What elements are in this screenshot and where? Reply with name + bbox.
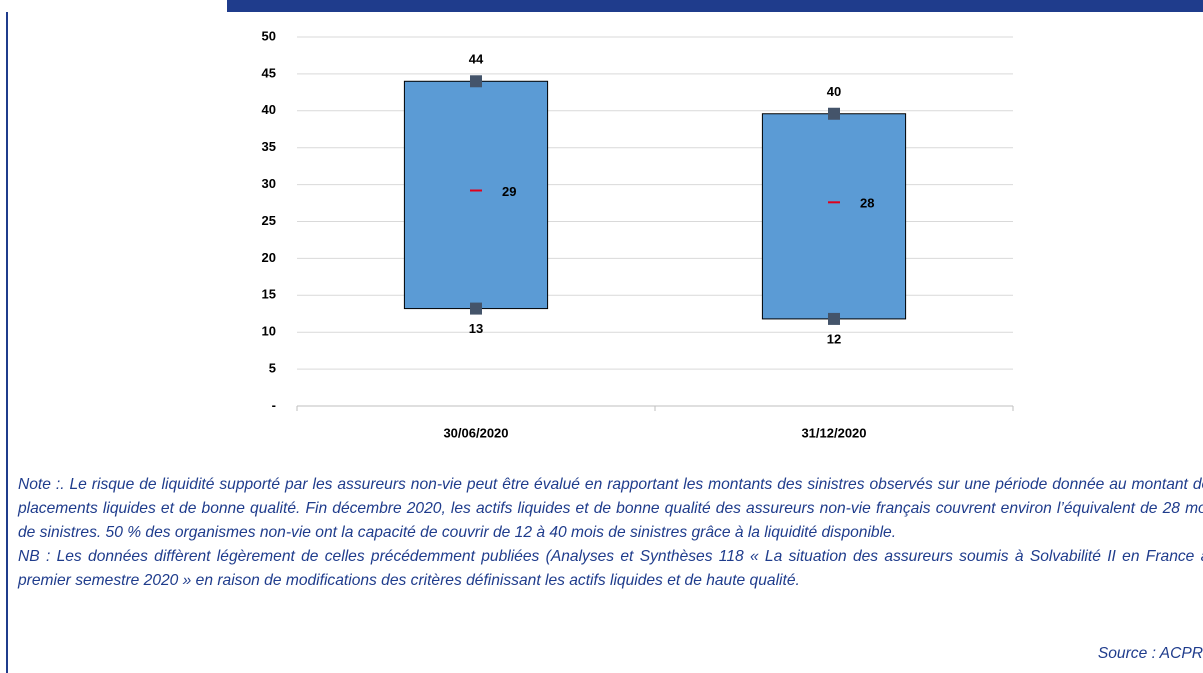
y-tick-label: 15 bbox=[262, 287, 276, 302]
source: Source : ACPR bbox=[1097, 645, 1203, 662]
y-tick-label: 10 bbox=[262, 324, 276, 339]
y-tick-label: 20 bbox=[262, 250, 276, 265]
high-marker bbox=[470, 75, 482, 88]
y-tick-label: 5 bbox=[269, 361, 276, 376]
low-marker bbox=[828, 312, 840, 325]
chart: - 5 10 15 20 25 30 35 40 45 50 30/06/2020 44 13 29 31/1… bbox=[262, 28, 1014, 440]
range-box bbox=[761, 113, 907, 320]
title-band bbox=[227, 0, 1203, 12]
note-text: Note :. Le risque de liquidité supporté … bbox=[18, 476, 1203, 541]
low-marker bbox=[470, 302, 482, 315]
y-tick-label: 35 bbox=[262, 139, 276, 154]
nb-text: NB : Les données diffèrent légèrement de… bbox=[18, 548, 1203, 589]
high-label: 44 bbox=[469, 52, 484, 67]
y-tick-label: 40 bbox=[262, 102, 276, 117]
frame-border bbox=[6, 12, 8, 673]
y-tick-label: 45 bbox=[262, 65, 276, 80]
high-label: 40 bbox=[827, 84, 841, 99]
range-box bbox=[403, 80, 549, 310]
x-tick-label: 30/06/2020 bbox=[443, 425, 508, 440]
median-label: 29 bbox=[502, 184, 516, 199]
x-tick-label: 31/12/2020 bbox=[801, 425, 866, 440]
y-tick-label: - bbox=[272, 397, 276, 412]
y-tick-label: 25 bbox=[262, 213, 276, 228]
high-marker bbox=[828, 107, 840, 120]
low-label: 12 bbox=[827, 331, 841, 346]
notes: Note :. Le risque de liquidité supporté … bbox=[18, 473, 1203, 593]
low-label: 13 bbox=[469, 321, 483, 336]
median-label: 28 bbox=[860, 196, 874, 211]
y-tick-label: 30 bbox=[262, 176, 276, 191]
y-tick-label: 50 bbox=[262, 28, 276, 43]
